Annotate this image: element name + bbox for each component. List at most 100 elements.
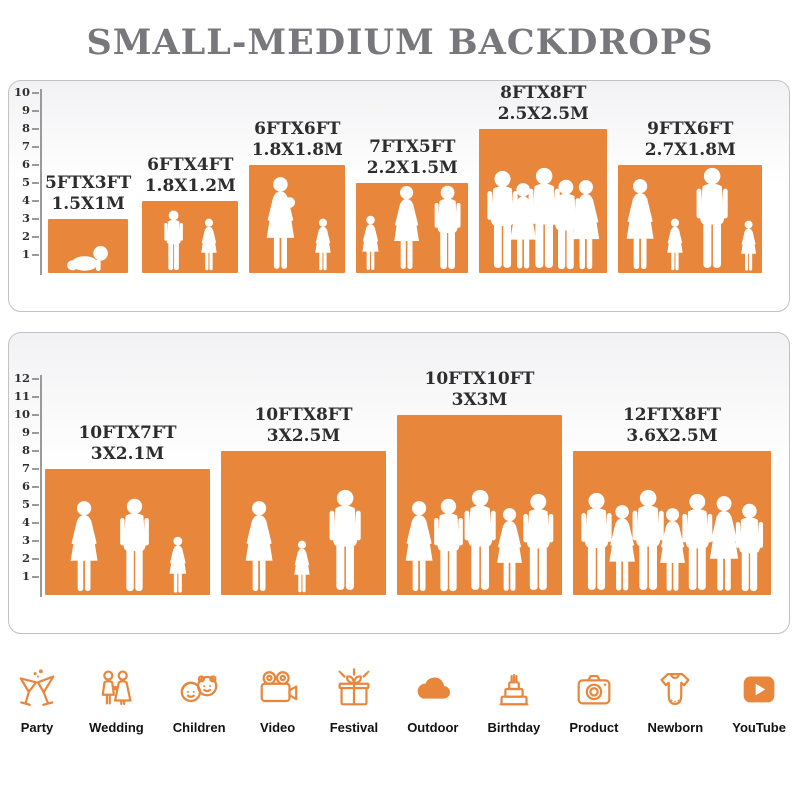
ruler-tick-label: 3	[21, 533, 30, 548]
man-silhouette	[696, 168, 728, 269]
ruler-tick-mark	[32, 450, 39, 452]
backdrop-bar: 6FTX6FT 1.8X1.8M	[249, 118, 346, 273]
bar-size-label: 6FTX4FT 1.8X1.2M	[145, 155, 236, 198]
ruler-tick-mark	[32, 576, 39, 578]
backdrop-rect	[142, 201, 239, 273]
people-silhouettes	[142, 210, 238, 273]
bar-size-ft: 6FTX6FT	[254, 118, 341, 139]
category-item-festival: Festival	[330, 666, 378, 735]
bar-size-label: 7FTX5FT 2.2X1.5M	[367, 137, 458, 180]
people-silhouettes	[48, 242, 128, 273]
people-silhouettes	[249, 176, 345, 273]
backdrop-bar: 5FTX3FT 1.5X1M	[45, 173, 131, 273]
woman-silhouette	[660, 508, 686, 591]
bar-size-m: 2.2X1.5M	[366, 157, 458, 178]
woman-silhouette	[70, 500, 98, 591]
ruler-axis	[40, 375, 42, 597]
woman-silhouette	[608, 505, 635, 591]
ruler-tick: 2	[14, 551, 39, 567]
man-silhouette	[581, 493, 612, 591]
category-item-outdoor: Outdoor	[407, 666, 458, 735]
bar-size-label: 10FTX10FT 3X3M	[425, 369, 535, 412]
backdrop-rect	[356, 183, 469, 273]
ruler-tick-mark	[32, 468, 39, 470]
ruler-tick-label: 7	[21, 461, 30, 476]
bar-size-ft: 6FTX4FT	[147, 154, 234, 175]
ruler-tick-label: 3	[21, 211, 30, 226]
ruler-tick: 8	[14, 443, 39, 459]
man-silhouette	[487, 171, 518, 269]
backdrop-bar: 10FTX10FT 3X3M	[397, 369, 562, 595]
ruler-tick-label: 1	[21, 247, 30, 262]
ruler-tick: 4	[14, 193, 39, 209]
bar-size-ft: 9FTX6FT	[647, 118, 734, 139]
youtube-icon	[736, 666, 782, 712]
ruler-tick-mark	[32, 200, 39, 202]
ruler-tick: 3	[14, 533, 39, 549]
category-item-youtube: YouTube	[732, 666, 786, 735]
category-item-video: Video	[255, 666, 301, 735]
ruler-tick-mark	[32, 164, 39, 166]
ruler-tick-label: 9	[21, 425, 30, 440]
ruler-tick-label: 12	[14, 371, 31, 386]
category-label: Video	[260, 720, 296, 735]
ruler-tick: 9	[14, 425, 39, 441]
category-label: Festival	[329, 720, 379, 735]
girl-silhouette	[741, 220, 757, 271]
ruler-tick-mark	[32, 414, 39, 416]
ruler-tick-label: 2	[21, 229, 30, 244]
woman-silhouette	[393, 186, 419, 269]
backdrop-rect	[45, 469, 210, 595]
page-title: SMALL-MEDIUM BACKDROPS	[86, 22, 714, 63]
video-icon	[255, 666, 301, 712]
category-item-birthday: Birthday	[488, 666, 540, 735]
ruler-tick-mark	[32, 432, 39, 434]
backdrop-bar: 10FTX7FT 3X2.1M	[45, 422, 210, 595]
ruler-tick-label: 11	[14, 389, 31, 404]
backdrop-rect	[618, 165, 763, 273]
ruler-tick-mark	[32, 522, 39, 524]
girl-silhouette	[293, 540, 310, 593]
man-silhouette	[329, 490, 362, 591]
category-label: Children	[172, 720, 226, 735]
bar-size-ft: 7FTX5FT	[369, 136, 456, 157]
category-item-children: Children	[173, 666, 226, 735]
ruler-tick: 8	[14, 121, 39, 137]
man-silhouette	[735, 503, 764, 591]
bar-size-m: 2.5X2.5M	[497, 103, 589, 124]
category-label: YouTube	[732, 720, 786, 735]
ruler-tick: 5	[14, 175, 39, 191]
bar-size-m: 1.5X1M	[51, 193, 125, 214]
ruler-tick-label: 6	[21, 479, 30, 494]
bar-size-m: 3X3M	[451, 389, 508, 410]
category-label: Product	[569, 720, 619, 735]
ruler-tick-mark	[32, 396, 39, 398]
category-item-wedding: Wedding	[89, 666, 144, 735]
girl-silhouette	[362, 216, 380, 271]
ruler-tick-label: 8	[21, 443, 30, 458]
ruler-tick: 10	[14, 407, 39, 423]
panel-medium-large: 1 2 3 4 5 6 7 8 9 10 11 12 10FTX7FT 3X2.1M 10FTX8FT 3X…	[8, 332, 790, 634]
ruler-tick-mark	[32, 504, 39, 506]
backdrop-rect	[48, 219, 129, 273]
ruler-tick-mark	[32, 254, 39, 256]
ruler-tick: 6	[14, 157, 39, 173]
bar-size-ft: 10FTX7FT	[78, 422, 177, 443]
product-icon	[571, 666, 617, 712]
backdrop-bar: 8FTX8FT 2.5X2.5M	[479, 83, 608, 273]
backdrop-bar: 10FTX8FT 3X2.5M	[221, 405, 386, 595]
ruler-tick-mark	[32, 146, 39, 148]
man-silhouette	[523, 494, 554, 591]
party-icon	[14, 666, 60, 712]
ruler-tick-label: 10	[14, 85, 31, 100]
ruler-tick-mark	[32, 236, 39, 238]
bar-size-ft: 10FTX10FT	[424, 368, 535, 389]
ruler-tick-label: 6	[21, 157, 30, 172]
panel-small-medium: 1 2 3 4 5 6 7 8 9 10 5FTX3FT 1.5X1M 6FTX4FT 1.8X1.2M…	[8, 80, 790, 312]
newborn-icon	[652, 666, 698, 712]
people-silhouettes	[221, 489, 386, 595]
bars-row: 10FTX7FT 3X2.1M 10FTX8FT 3X2.5M 10FTX10FT 3X3…	[45, 369, 771, 595]
ruler-tick: 1	[14, 569, 39, 585]
bar-size-m: 1.8X1.2M	[144, 175, 236, 196]
outdoor-icon	[410, 666, 456, 712]
